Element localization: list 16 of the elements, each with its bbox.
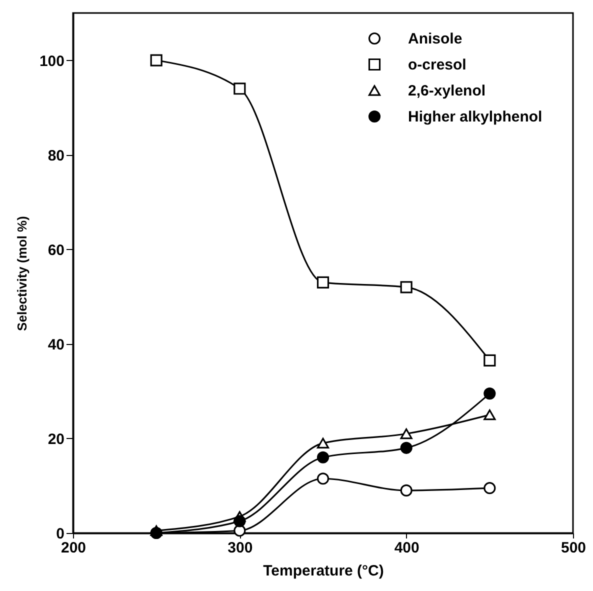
y-tick-label: 40 xyxy=(48,336,64,354)
x-axis-title: Temperature (°C) xyxy=(263,562,384,580)
y-tick-label: 60 xyxy=(48,242,64,259)
legend-label: Higher alkylphenol xyxy=(408,108,542,126)
x-tick-label: 400 xyxy=(394,540,420,556)
x-tick-label: 500 xyxy=(560,540,586,556)
legend-label: Anisole xyxy=(408,30,462,48)
legend-label: o-cresol xyxy=(408,56,466,74)
y-tick-label: 20 xyxy=(48,430,64,448)
x-tick-label: 200 xyxy=(60,540,86,556)
legend-label: 2,6-xylenol xyxy=(408,82,486,100)
y-tick-label: 80 xyxy=(48,147,64,164)
y-axis-title: Selectivity (mol %) xyxy=(14,216,30,331)
x-tick-label: 300 xyxy=(228,540,253,556)
y-tick-label: 0 xyxy=(56,526,64,542)
y-tick-label: 100 xyxy=(39,52,64,70)
